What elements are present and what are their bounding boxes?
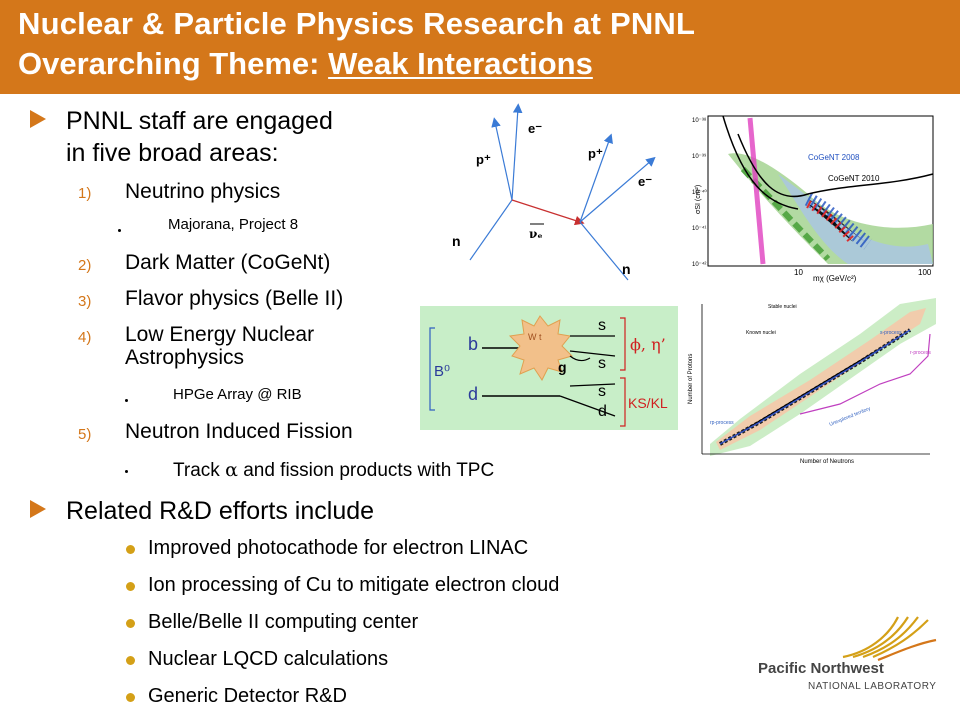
- label-rp: rp-process: [710, 420, 734, 426]
- label-antineutrino: νₑ: [529, 227, 543, 241]
- rd-item: Generic Detector R&D: [148, 685, 347, 707]
- area-number: 3): [78, 293, 92, 310]
- subtitle-underlined: Weak Interactions: [328, 46, 593, 81]
- sub-bullet-dot: [125, 399, 128, 402]
- label-d2: d: [598, 403, 607, 420]
- rd-bullet-dot: [126, 545, 135, 554]
- ytick: 10⁻³⁹: [692, 153, 707, 160]
- rd-item: Belle/Belle II computing center: [148, 611, 419, 633]
- rd-bullet-dot: [126, 693, 135, 702]
- sub-bullet-dot: [125, 470, 128, 473]
- label-known: Known nuclei: [746, 330, 776, 336]
- rd-item: Improved photocathode for electron LINAC: [148, 537, 529, 559]
- label-neutron-right: n: [622, 261, 631, 277]
- area-label: Flavor physics (Belle II): [125, 287, 344, 310]
- area-sub: Track α and fission products with TPC: [173, 459, 494, 482]
- area-sub: Majorana, Project 8: [168, 216, 299, 233]
- label-s: s-process: [880, 330, 902, 336]
- label-proton-right: p⁺: [588, 146, 603, 161]
- x-axis-label: Number of Neutrons: [800, 459, 854, 465]
- label-s3: s: [598, 383, 606, 400]
- label-d-quark: d: [468, 384, 478, 404]
- label-electron-right: e⁻: [638, 174, 652, 189]
- slide-title: Nuclear & Particle Physics Research at P…: [18, 6, 696, 41]
- nuclide-chart: Number of Protons Number of Neutrons Sta…: [680, 294, 936, 466]
- ytick: 10⁻³⁸: [692, 117, 707, 124]
- rd-bullet-dot: [126, 656, 135, 665]
- area-label: Neutrino physics: [125, 180, 281, 203]
- ytick: 10⁻⁴²: [692, 261, 706, 268]
- xtick: 10: [794, 268, 803, 277]
- label-b0: B⁰: [434, 363, 450, 380]
- label-s1: s: [598, 317, 606, 334]
- b-meson-decay-diagram: B⁰ b d W t g s s s d ϕ, η’ KS/KL: [420, 306, 678, 430]
- ytick: 10⁻⁴¹: [692, 225, 706, 232]
- area-sub: HPGe Array @ RIB: [173, 386, 302, 403]
- area-label: Neutron Induced Fission: [125, 420, 353, 443]
- rd-item: Nuclear LQCD calculations: [148, 648, 389, 670]
- alpha-symbol: α: [225, 459, 238, 481]
- label-neutron: n: [452, 233, 461, 249]
- sub-suffix: and fission products with TPC: [237, 460, 495, 481]
- label-loop: W t: [528, 332, 542, 342]
- beta-decay-diagram: e⁻ p⁺ n νₑ p⁺ e⁻ n: [452, 103, 656, 281]
- slide-subtitle: Overarching Theme: Weak Interactions: [18, 46, 593, 82]
- legend-2008: CoGeNT 2008: [808, 153, 860, 162]
- rd-item: Ion processing of Cu to mitigate electro…: [148, 574, 560, 596]
- sub-bullet-dot: [118, 229, 121, 232]
- y-axis-label: σSI (cm²): [695, 185, 702, 214]
- pnnl-logo-mark: [842, 616, 937, 662]
- logo-text: Pacific Northwest: [758, 660, 884, 677]
- bullet-text-line1: PNNL staff are engaged: [66, 107, 333, 135]
- rd-bullet-dot: [126, 619, 135, 628]
- label-r: r-process: [910, 350, 931, 356]
- bullet-text: Related R&D efforts include: [66, 497, 375, 525]
- dark-matter-plot: CoGeNT 2008 CoGeNT 2010 10⁻³⁸ 10⁻³⁹ 10⁻⁴…: [692, 115, 934, 283]
- xtick: 100: [918, 268, 932, 277]
- area-label: Dark Matter (CoGeNt): [125, 251, 331, 274]
- sub-prefix: Track: [173, 460, 226, 481]
- area-number: 4): [78, 329, 92, 346]
- area-label-line2: Astrophysics: [125, 346, 245, 369]
- label-stable: Stable nuclei: [768, 304, 797, 310]
- rd-bullet-dot: [126, 582, 135, 591]
- y-axis-label: Number of Protons: [688, 354, 694, 404]
- arrow-bullet-icon: [30, 500, 46, 518]
- area-number: 2): [78, 257, 92, 274]
- area-number: 5): [78, 426, 92, 443]
- label-b-quark: b: [468, 334, 478, 354]
- label-proton: p⁺: [476, 152, 491, 167]
- label-gluon: g: [558, 359, 567, 375]
- subtitle-prefix: Overarching Theme:: [18, 46, 329, 81]
- legend-2010: CoGeNT 2010: [828, 174, 880, 183]
- header-bar: Nuclear & Particle Physics Research at P…: [0, 0, 960, 94]
- arrow-bullet-icon: [30, 110, 46, 128]
- label-electron: e⁻: [528, 121, 542, 136]
- label-phi-eta: ϕ, η’: [630, 335, 666, 354]
- bullet-text-line2: in five broad areas:: [66, 139, 279, 167]
- x-axis-label: mχ (GeV/c²): [813, 274, 857, 283]
- area-number: 1): [78, 185, 92, 202]
- label-s2: s: [598, 355, 606, 372]
- label-ks-kl: KS/KL: [628, 395, 668, 411]
- area-label: Low Energy Nuclear: [125, 323, 315, 346]
- ytick: 10⁻⁴⁰: [692, 189, 707, 196]
- logo-subtext: NATIONAL LABORATORY: [808, 681, 937, 692]
